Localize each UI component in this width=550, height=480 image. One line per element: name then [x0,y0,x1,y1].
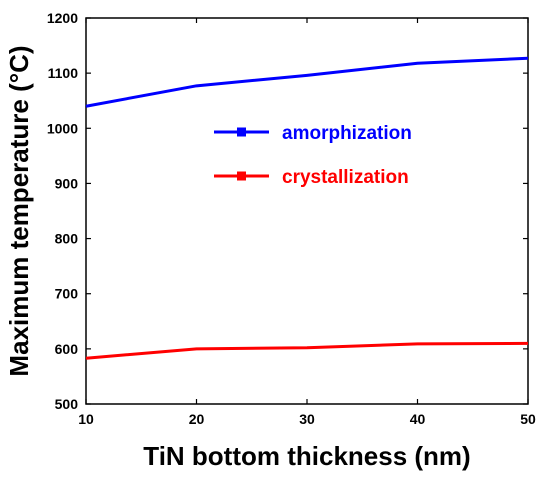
x-axis-label: TiN bottom thickness (nm) [143,441,470,471]
x-tick-label: 40 [410,411,426,427]
legend-label-amorphization: amorphization [282,123,412,144]
y-tick-label: 1100 [48,65,79,81]
y-axis-ticks: 500 600 700 800 900 1000 1100 1200 [47,10,528,412]
y-axis-label: Maximum temperature (°C) [4,45,34,376]
y-tick-label: 500 [55,396,79,412]
x-tick-label: 10 [78,411,94,427]
x-tick-label: 20 [189,411,205,427]
series-line-amorphization [85,56,529,108]
legend-marker-amorphization [237,127,246,137]
series-line-crystallization [85,341,529,360]
x-tick-label: 50 [520,411,536,427]
y-tick-label: 1000 [47,120,78,136]
y-tick-label: 600 [55,341,79,357]
y-tick-label: 800 [55,231,79,247]
y-tick-label: 700 [55,286,79,302]
legend-label-crystallization: crystallization [282,167,409,188]
series-lines [85,56,529,360]
y-tick-label: 900 [55,175,79,191]
legend: amorphization crystallization [214,123,412,188]
x-axis-ticks: 10 20 30 40 50 [78,18,536,427]
y-tick-label: 1200 [47,10,78,26]
legend-marker-crystallization [237,171,246,181]
x-tick-label: 30 [299,411,315,427]
